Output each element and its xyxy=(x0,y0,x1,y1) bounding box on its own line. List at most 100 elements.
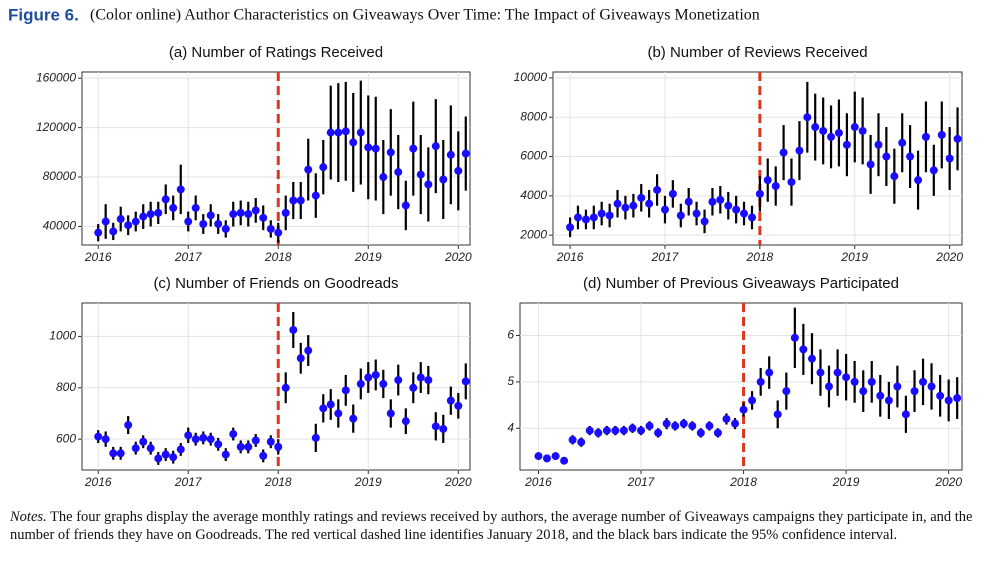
point xyxy=(446,150,455,159)
point xyxy=(602,426,611,435)
point xyxy=(109,449,118,458)
point xyxy=(589,213,598,222)
point xyxy=(611,426,620,435)
point xyxy=(364,143,373,152)
y-tick-label: 1000 xyxy=(49,329,76,343)
point xyxy=(756,377,765,386)
point xyxy=(731,419,740,428)
point xyxy=(176,445,185,454)
point xyxy=(394,168,403,177)
point xyxy=(214,219,223,228)
x-tick-label: 2018 xyxy=(264,250,292,264)
x-tick-label: 2016 xyxy=(524,475,552,489)
point xyxy=(221,450,230,459)
point xyxy=(560,456,569,465)
point xyxy=(334,128,343,137)
x-tick-label: 2020 xyxy=(444,250,472,264)
x-tick-label: 2019 xyxy=(354,250,382,264)
y-tick-label: 6 xyxy=(507,328,514,342)
point xyxy=(893,382,902,391)
point xyxy=(573,213,582,222)
point xyxy=(597,209,606,218)
point xyxy=(676,211,685,220)
point xyxy=(803,113,812,122)
point xyxy=(229,430,238,439)
point xyxy=(819,126,828,135)
point xyxy=(585,426,594,435)
x-tick-label: 2019 xyxy=(354,475,382,489)
x-tick-label: 2016 xyxy=(556,250,584,264)
plot-area xyxy=(552,71,963,246)
y-tick-label: 8000 xyxy=(520,109,547,123)
point xyxy=(816,368,825,377)
point xyxy=(613,199,622,208)
x-tick-label: 2019 xyxy=(840,250,868,264)
point xyxy=(296,354,305,363)
x-tick-label: 2016 xyxy=(84,475,112,489)
point xyxy=(199,433,208,442)
point xyxy=(937,130,946,139)
point xyxy=(542,454,551,463)
point xyxy=(811,123,820,132)
point xyxy=(842,373,851,382)
point xyxy=(671,421,680,430)
point xyxy=(824,382,833,391)
y-tick-label: 5 xyxy=(507,374,514,388)
point xyxy=(454,401,463,410)
point xyxy=(953,134,962,143)
point xyxy=(713,428,722,437)
point xyxy=(161,450,170,459)
x-tick-label: 2016 xyxy=(84,250,112,264)
point xyxy=(439,175,448,184)
point xyxy=(431,422,440,431)
point xyxy=(795,146,804,155)
point xyxy=(628,424,637,433)
point xyxy=(169,453,178,462)
point xyxy=(266,224,275,233)
point xyxy=(660,205,669,214)
point xyxy=(605,211,614,220)
point xyxy=(763,176,772,185)
point xyxy=(867,377,876,386)
point xyxy=(304,165,313,174)
point xyxy=(431,142,440,151)
point xyxy=(716,195,725,204)
point xyxy=(341,127,350,136)
point xyxy=(619,426,628,435)
point xyxy=(914,176,923,185)
point xyxy=(184,217,193,226)
figure: Figure 6. (Color online) Author Characte… xyxy=(8,5,963,489)
point xyxy=(679,419,688,428)
point xyxy=(319,404,328,413)
point xyxy=(850,377,859,386)
point xyxy=(101,435,110,444)
point xyxy=(139,437,148,446)
point xyxy=(371,370,380,379)
point xyxy=(773,410,782,419)
point xyxy=(551,452,560,461)
y-tick-label: 80000 xyxy=(43,169,77,183)
point xyxy=(834,128,843,137)
point xyxy=(109,227,118,236)
point xyxy=(116,449,125,458)
point xyxy=(739,405,748,414)
point xyxy=(461,149,470,158)
point xyxy=(929,166,938,175)
point xyxy=(446,396,455,405)
point xyxy=(439,424,448,433)
point xyxy=(274,442,283,451)
point xyxy=(684,197,693,206)
point xyxy=(259,451,268,460)
point xyxy=(910,387,919,396)
point xyxy=(184,431,193,440)
point xyxy=(637,193,646,202)
x-tick-label: 2017 xyxy=(174,250,203,264)
point xyxy=(244,210,253,219)
y-tick-label: 10000 xyxy=(514,70,548,84)
notes: Notes. The four graphs display the avera… xyxy=(10,508,990,544)
point xyxy=(790,333,799,342)
point xyxy=(281,383,290,392)
point xyxy=(884,396,893,405)
y-tick-label: 40000 xyxy=(43,219,77,233)
